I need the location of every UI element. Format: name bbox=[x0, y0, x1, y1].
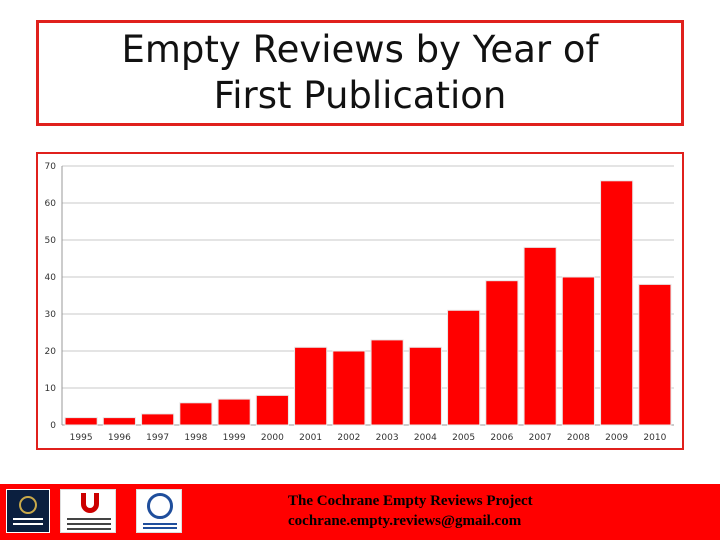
y-tick-label: 20 bbox=[45, 347, 57, 357]
bar-2003 bbox=[370, 339, 404, 426]
x-tick-label: 1999 bbox=[223, 433, 246, 443]
y-tick-label: 40 bbox=[45, 273, 57, 283]
bar-1999 bbox=[217, 398, 251, 426]
x-tick-label: 2010 bbox=[643, 433, 666, 443]
y-tick-label: 70 bbox=[45, 162, 57, 172]
y-tick-label: 0 bbox=[50, 421, 56, 431]
y-tick-label: 50 bbox=[45, 236, 57, 246]
y-tick-label: 60 bbox=[45, 199, 57, 209]
bar-2009 bbox=[600, 180, 634, 426]
title-box: Empty Reviews by Year of First Publicati… bbox=[36, 20, 684, 126]
x-tick-label: 2002 bbox=[337, 433, 360, 443]
bar-2007 bbox=[523, 246, 557, 426]
x-tick-label: 2009 bbox=[605, 433, 628, 443]
footer-email[interactable]: cochrane.empty.reviews@gmail.com bbox=[288, 513, 522, 529]
x-tick-label: 2004 bbox=[414, 433, 437, 443]
bar-2004 bbox=[408, 346, 442, 426]
bar-1998 bbox=[179, 402, 213, 426]
x-tick-label: 1997 bbox=[146, 433, 169, 443]
bar-2008 bbox=[561, 276, 595, 426]
chart-frame: 0 10 20 30 40 50 60 70 1995 1996 1997 1998 1999 2000 2… bbox=[36, 152, 684, 450]
bar-chart: 0 10 20 30 40 50 60 70 1995 1996 1997 1998 1999 2000 2… bbox=[45, 162, 674, 443]
bar-2001 bbox=[294, 346, 328, 426]
footer-bar bbox=[0, 484, 720, 540]
bar-1997 bbox=[141, 413, 175, 426]
university-of-utah-logo bbox=[60, 489, 116, 533]
x-tick-label: 2006 bbox=[490, 433, 513, 443]
x-tick-label: 1998 bbox=[184, 433, 207, 443]
bar-2006 bbox=[485, 280, 519, 426]
bar-2002 bbox=[332, 350, 366, 426]
x-tick-label: 2001 bbox=[299, 433, 322, 443]
y-tick-label: 10 bbox=[45, 384, 57, 394]
x-tick-label: 1995 bbox=[70, 433, 93, 443]
bar-1995 bbox=[64, 417, 98, 426]
x-tick-label: 2000 bbox=[261, 433, 284, 443]
page-title: Empty Reviews by Year of First Publicati… bbox=[121, 28, 599, 117]
bar-2005 bbox=[447, 309, 481, 426]
footer-project: The Cochrane Empty Reviews Project bbox=[288, 493, 533, 509]
oxford-logo bbox=[6, 489, 50, 533]
footer-text: The Cochrane Empty Reviews Project cochr… bbox=[288, 491, 533, 531]
bar-2000 bbox=[255, 394, 289, 426]
x-tick-label: 2005 bbox=[452, 433, 475, 443]
bar-2010 bbox=[638, 283, 672, 426]
x-tick-label: 2008 bbox=[567, 433, 590, 443]
y-tick-label: 30 bbox=[45, 310, 57, 320]
x-tick-label: 2003 bbox=[376, 433, 399, 443]
bar-1996 bbox=[102, 417, 136, 426]
x-tick-label: 1996 bbox=[108, 433, 131, 443]
ctu-logo bbox=[136, 489, 182, 533]
x-tick-label: 2007 bbox=[529, 433, 552, 443]
